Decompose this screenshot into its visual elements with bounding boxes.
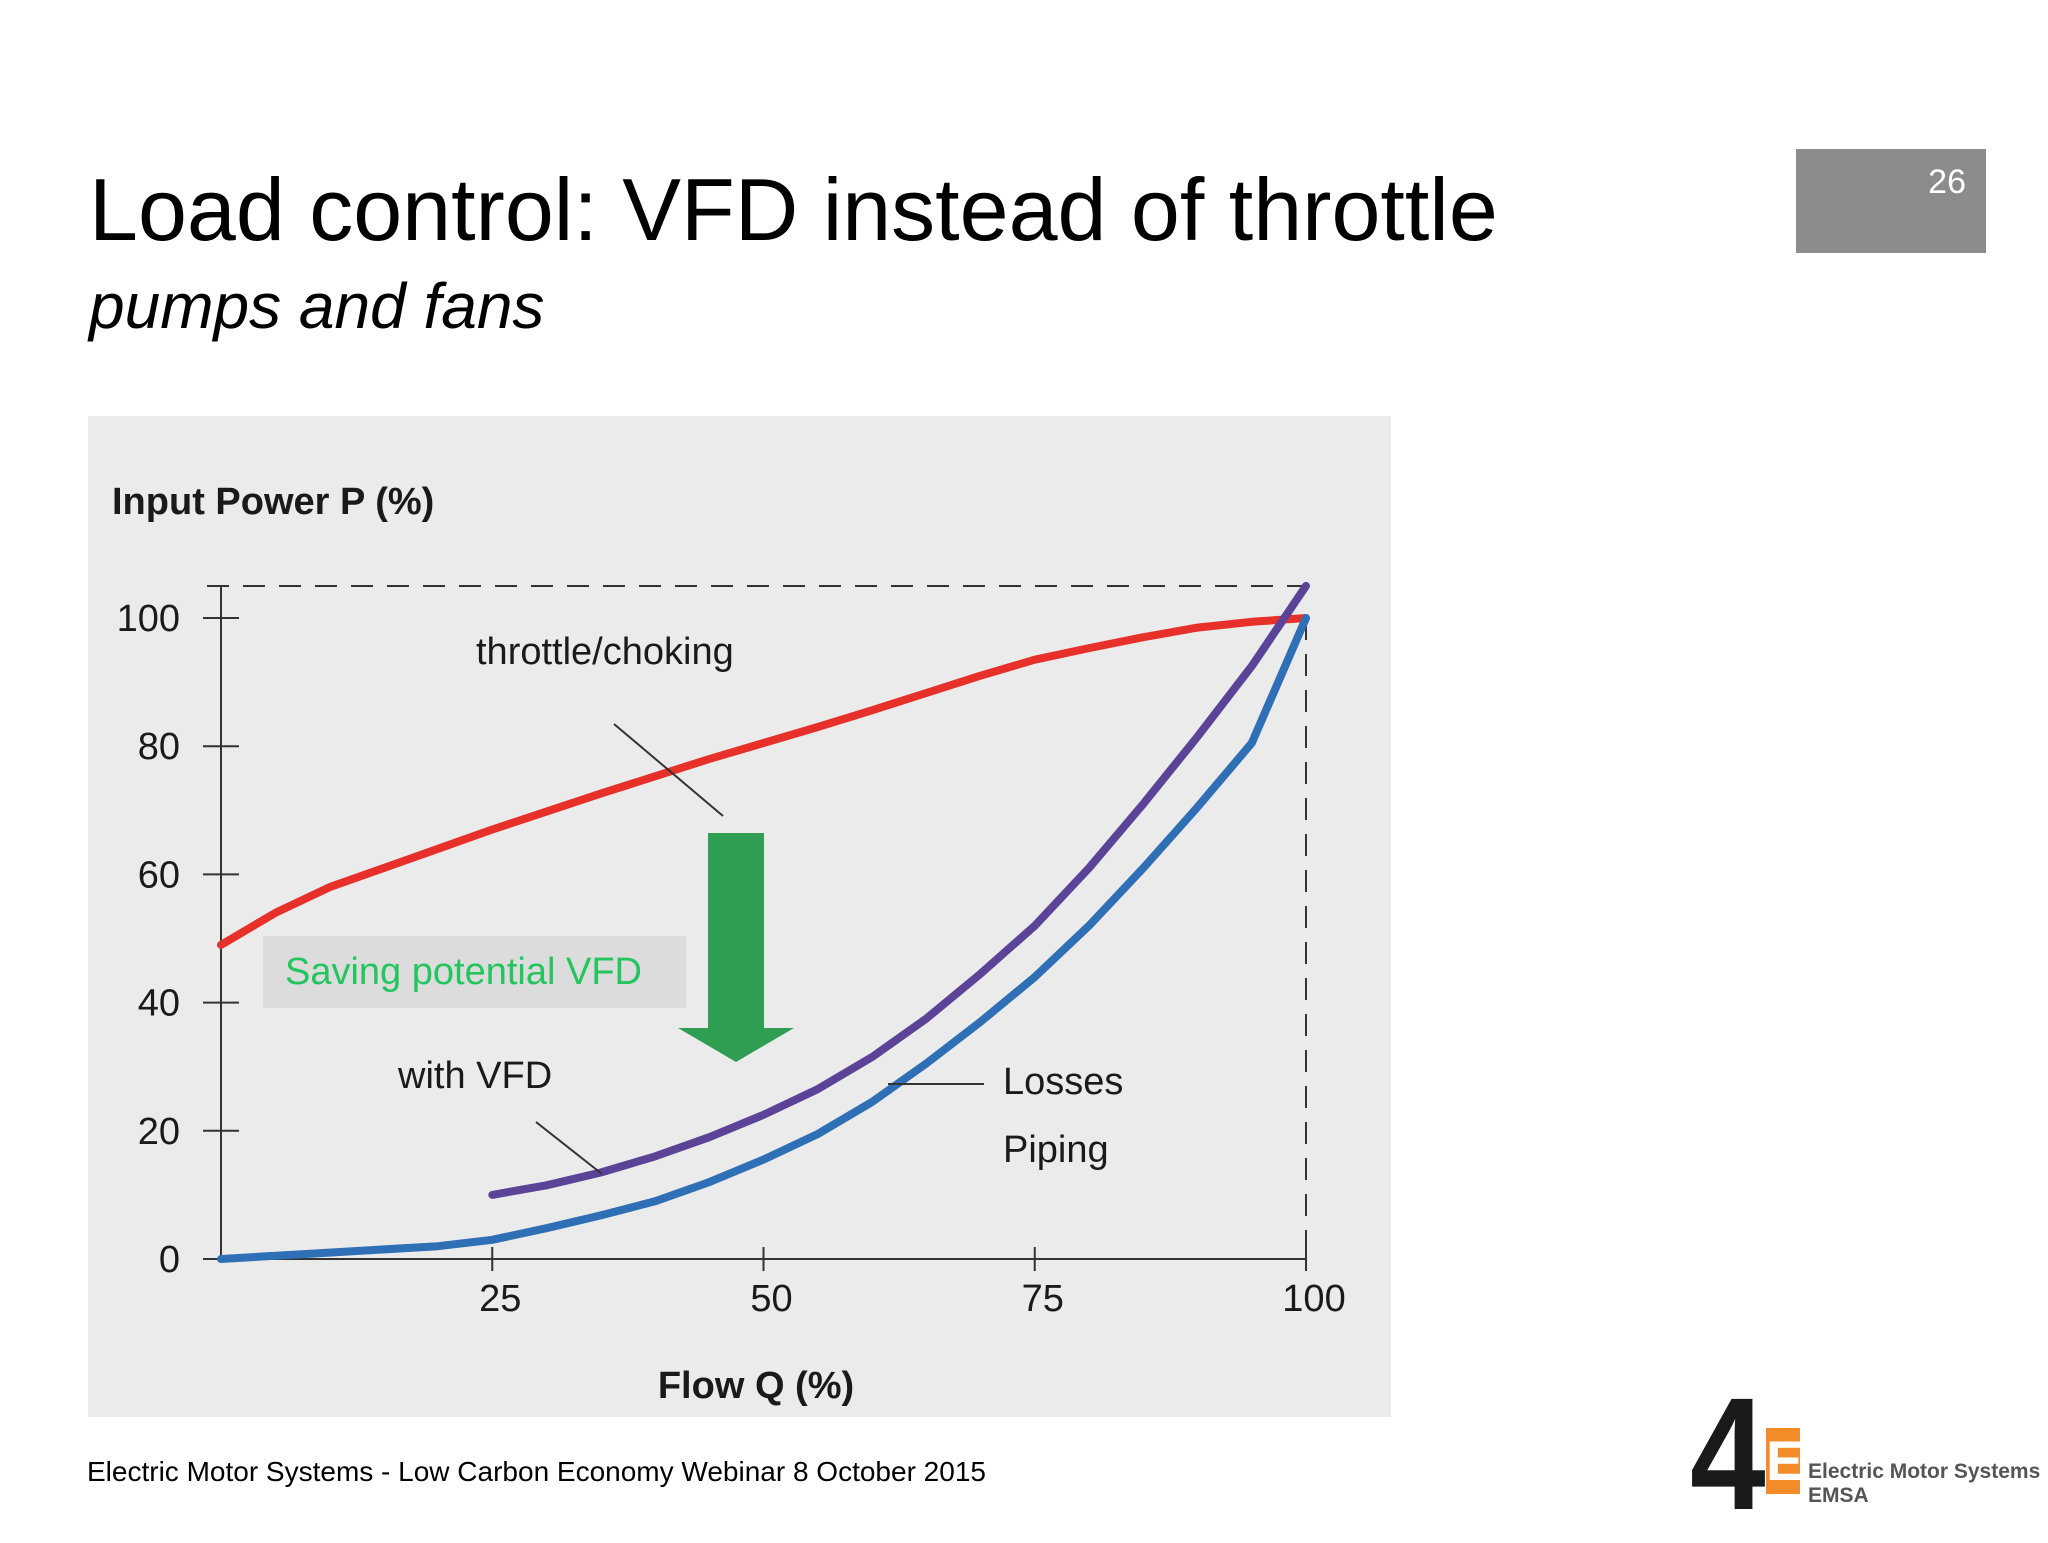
saving-arrow-icon — [678, 833, 794, 1062]
series-line-losses-piping — [217, 614, 1310, 1263]
y-tick-label: 100 — [117, 598, 180, 640]
x-tick-label: 75 — [1022, 1278, 1064, 1320]
x-tick-label: 100 — [1282, 1278, 1345, 1320]
x-axis-label: Flow Q (%) — [658, 1365, 854, 1407]
losses-label-line: Losses — [1003, 1061, 1123, 1103]
y-axis-label: Input Power P (%) — [112, 481, 434, 523]
logo-text-line1: Electric Motor Systems — [1808, 1460, 2041, 1483]
throttle-leader-line — [613, 723, 724, 817]
logo-text-line2: EMSA — [1808, 1484, 1869, 1507]
series-line-with-vfd — [488, 581, 1310, 1199]
4e-logo: 4 E Electric Motor Systems EMSA — [1690, 1374, 2040, 1536]
logo-e-mark: E — [1766, 1428, 1804, 1494]
footer-text: Electric Motor Systems - Low Carbon Econ… — [87, 1456, 986, 1487]
throttle-series-label: throttle/choking — [476, 631, 734, 673]
slide-number-badge: 26 — [1796, 149, 1986, 253]
y-tick-label: 60 — [138, 854, 180, 896]
y-tick-label: 40 — [138, 983, 180, 1025]
x-tick-label: 50 — [750, 1278, 792, 1320]
y-tick-label: 80 — [138, 726, 180, 768]
slide-subtitle: pumps and fans — [89, 270, 545, 342]
slide-title: Load control: VFD instead of throttle — [89, 160, 1498, 259]
x-tick-label: 25 — [479, 1278, 521, 1320]
vfd-leader-line — [535, 1121, 603, 1175]
vfd-series-label: with VFD — [397, 1055, 552, 1097]
y-tick-label: 20 — [138, 1111, 180, 1153]
y-tick-label: 0 — [159, 1239, 180, 1281]
losses-series-label: Losses Piping — [1003, 1061, 1123, 1171]
chart-panel: Input Power P (%) Flow Q (%) throttle/ch… — [88, 416, 1391, 1417]
series-line-throttle-choking — [217, 614, 1310, 949]
power-flow-chart: Input Power P (%) Flow Q (%) throttle/ch… — [112, 481, 1346, 1407]
saving-potential-label: Saving potential VFD — [263, 936, 686, 1008]
losses-label-line: Piping — [1003, 1129, 1109, 1171]
logo-mark: 4 — [1690, 1364, 1766, 1543]
